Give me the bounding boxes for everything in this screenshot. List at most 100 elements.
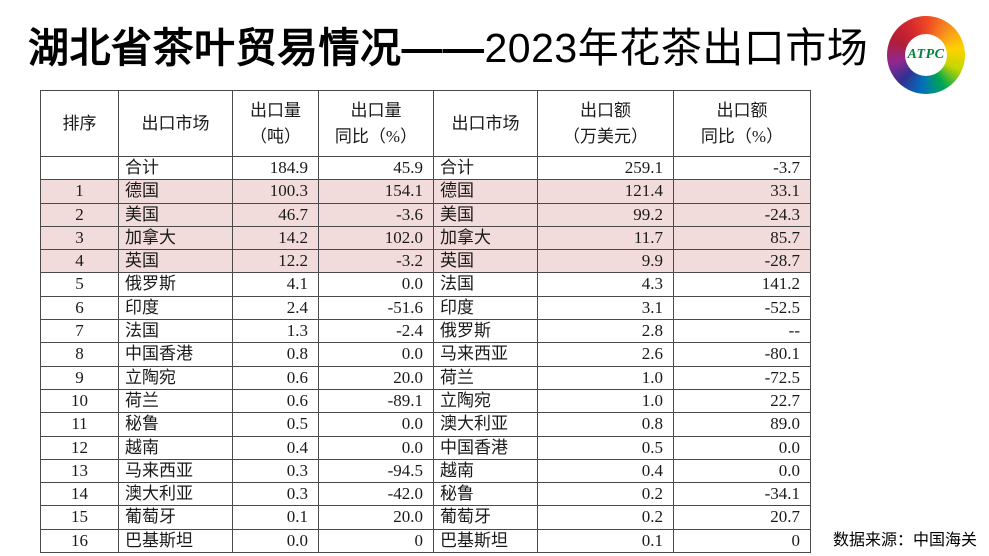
table-row: 12 越南 0.4 0.0 中国香港 0.5 0.0	[40, 435, 811, 460]
cell-volume: 184.9	[232, 155, 319, 181]
cell-market_volume: 越南	[118, 435, 233, 460]
cell-value: 2.6	[537, 342, 674, 367]
cell-value_yoy: --	[673, 319, 811, 344]
cell-value: 0.2	[537, 482, 674, 507]
cell-rank: 2	[40, 202, 119, 227]
title-prefix: 湖北省茶叶贸易情况——	[28, 25, 485, 71]
cell-value_yoy: 0	[673, 528, 811, 554]
cell-market_volume: 荷兰	[118, 388, 233, 414]
cell-market_volume: 英国	[118, 249, 233, 274]
cell-market_value: 澳大利亚	[433, 412, 538, 437]
cell-volume_yoy: 102.0	[318, 225, 434, 251]
header-row: 排序 出口市场 出口量 （吨） 出口量 同比（%） 出口市场 出口额 （万美元） 出口额 同比（%）	[40, 90, 811, 157]
cell-volume_yoy: -3.6	[318, 202, 434, 227]
cell-rank: 8	[40, 342, 119, 367]
cell-rank: 16	[40, 528, 119, 554]
cell-volume_yoy: -2.4	[318, 319, 434, 344]
title-suffix: 2023年花茶出口市场	[484, 25, 869, 71]
cell-value_yoy: -28.7	[673, 249, 811, 274]
cell-volume_yoy: -94.5	[318, 458, 434, 484]
table-row: 5 俄罗斯 4.1 0.0 法国 4.3 141.2	[40, 272, 811, 297]
cell-rank: 11	[40, 412, 119, 437]
cell-market_volume: 秘鲁	[118, 412, 233, 437]
table-row: 9 立陶宛 0.6 20.0 荷兰 1.0 -72.5	[40, 365, 811, 390]
cell-value: 2.8	[537, 319, 674, 344]
cell-market_value: 俄罗斯	[433, 319, 538, 344]
cell-volume: 0.3	[232, 482, 319, 507]
cell-rank: 10	[40, 388, 119, 414]
cell-volume_yoy: 20.0	[318, 505, 434, 530]
cell-value_yoy: -34.1	[673, 482, 811, 507]
cell-value_yoy: 85.7	[673, 225, 811, 251]
cell-volume: 0.4	[232, 435, 319, 460]
table-row: 15 葡萄牙 0.1 20.0 葡萄牙 0.2 20.7	[40, 505, 811, 530]
cell-rank: 5	[40, 272, 119, 297]
cell-market_value: 德国	[433, 179, 538, 204]
cell-value: 0.5	[537, 435, 674, 460]
table-row: 6 印度 2.4 -51.6 印度 3.1 -52.5	[40, 295, 811, 321]
table-row: 13 马来西亚 0.3 -94.5 越南 0.4 0.0	[40, 458, 811, 484]
cell-value: 259.1	[537, 155, 674, 181]
cell-value_yoy: 20.7	[673, 505, 811, 530]
cell-volume_yoy: 154.1	[318, 179, 434, 204]
cell-value_yoy: 141.2	[673, 272, 811, 297]
export-market-table: 排序 出口市场 出口量 （吨） 出口量 同比（%） 出口市场 出口额 （万美元） 出口额 同比（%）…	[40, 90, 811, 554]
cell-market_value: 巴基斯坦	[433, 528, 538, 554]
cell-market_value: 英国	[433, 249, 538, 274]
table-row: 14 澳大利亚 0.3 -42.0 秘鲁 0.2 -34.1	[40, 482, 811, 507]
cell-value_yoy: -80.1	[673, 342, 811, 367]
col-header-rank: 排序	[40, 90, 119, 157]
cell-market_volume: 加拿大	[118, 225, 233, 251]
cell-volume: 12.2	[232, 249, 319, 274]
col-header-market_value: 出口市场	[433, 90, 538, 157]
cell-volume: 0.1	[232, 505, 319, 530]
cell-value_yoy: 0.0	[673, 435, 811, 460]
cell-rank: 4	[40, 249, 119, 274]
table-row: 16 巴基斯坦 0.0 0 巴基斯坦 0.1 0	[40, 528, 811, 554]
cell-rank: 12	[40, 435, 119, 460]
cell-volume_yoy: 0	[318, 528, 434, 554]
cell-value_yoy: 33.1	[673, 179, 811, 204]
table-row: 3 加拿大 14.2 102.0 加拿大 11.7 85.7	[40, 225, 811, 251]
cell-volume: 0.0	[232, 528, 319, 554]
table-row: 8 中国香港 0.8 0.0 马来西亚 2.6 -80.1	[40, 342, 811, 367]
cell-market_volume: 立陶宛	[118, 365, 233, 390]
cell-value_yoy: -72.5	[673, 365, 811, 390]
cell-rank: 7	[40, 319, 119, 344]
cell-volume: 100.3	[232, 179, 319, 204]
cell-value: 3.1	[537, 295, 674, 321]
col-header-volume: 出口量 （吨）	[232, 90, 319, 157]
atpc-logo: ATPC	[887, 16, 965, 94]
col-header-value: 出口额 （万美元）	[537, 90, 674, 157]
cell-rank: 15	[40, 505, 119, 530]
cell-rank: 3	[40, 225, 119, 251]
cell-market_value: 越南	[433, 458, 538, 484]
cell-value_yoy: -52.5	[673, 295, 811, 321]
cell-market_volume: 合计	[118, 155, 233, 181]
cell-market_value: 合计	[433, 155, 538, 181]
cell-value: 1.0	[537, 365, 674, 390]
atpc-logo-swirl-icon	[887, 16, 965, 94]
cell-volume_yoy: -51.6	[318, 295, 434, 321]
cell-market_value: 葡萄牙	[433, 505, 538, 530]
cell-value_yoy: -24.3	[673, 202, 811, 227]
col-header-volume_yoy: 出口量 同比（%）	[318, 90, 434, 157]
cell-value_yoy: 22.7	[673, 388, 811, 414]
cell-volume: 2.4	[232, 295, 319, 321]
cell-market_volume: 法国	[118, 319, 233, 344]
cell-volume: 14.2	[232, 225, 319, 251]
cell-rank: 6	[40, 295, 119, 321]
table-row: 11 秘鲁 0.5 0.0 澳大利亚 0.8 89.0	[40, 412, 811, 437]
cell-market_value: 法国	[433, 272, 538, 297]
cell-volume: 0.6	[232, 365, 319, 390]
cell-value: 0.1	[537, 528, 674, 554]
cell-value: 0.2	[537, 505, 674, 530]
cell-market_value: 加拿大	[433, 225, 538, 251]
table-row: 2 美国 46.7 -3.6 美国 99.2 -24.3	[40, 202, 811, 227]
cell-value: 99.2	[537, 202, 674, 227]
cell-market_value: 立陶宛	[433, 388, 538, 414]
col-header-value_yoy: 出口额 同比（%）	[673, 90, 811, 157]
cell-market_value: 中国香港	[433, 435, 538, 460]
cell-volume_yoy: 20.0	[318, 365, 434, 390]
cell-volume_yoy: 0.0	[318, 435, 434, 460]
